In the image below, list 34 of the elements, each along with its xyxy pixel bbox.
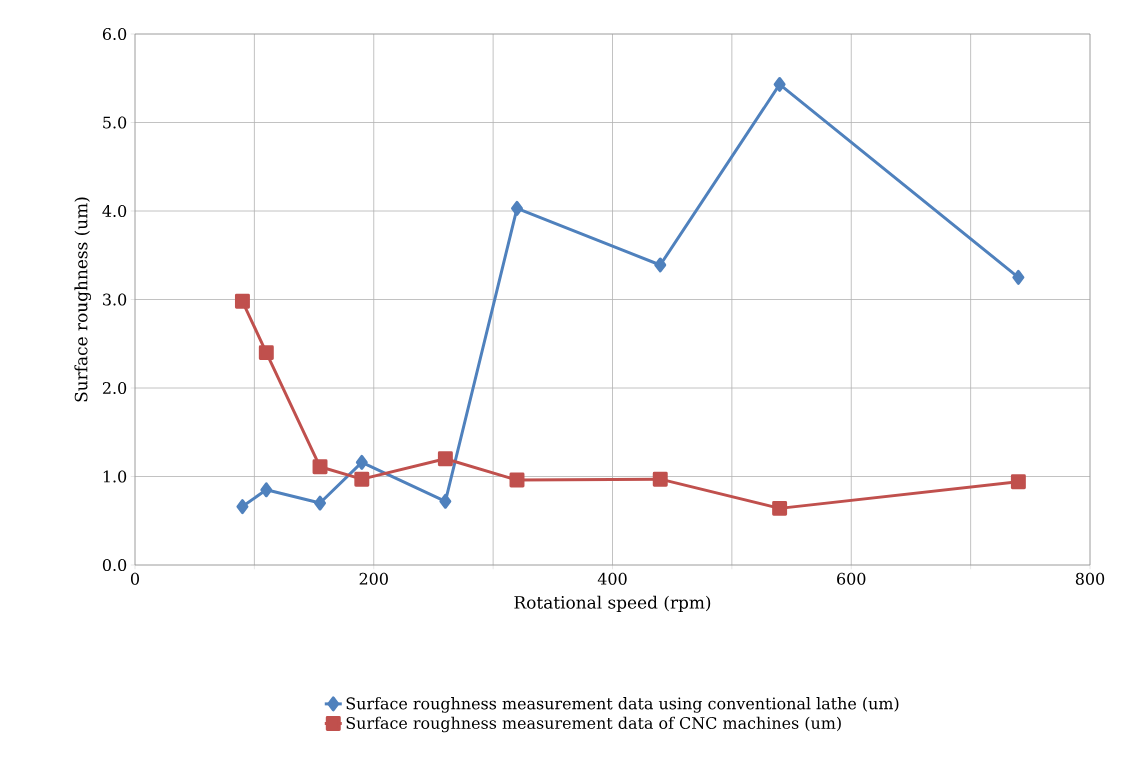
point [258,345,274,361]
point [354,471,370,487]
point [654,257,667,273]
legend-label: Surface roughness measurement data of CNC machines (um) [346,716,841,733]
point [234,293,250,309]
point [236,499,249,515]
y-tick-label: 0.0 [102,558,127,572]
y-tick-label: 4.0 [102,204,127,218]
x-axis-title: Rotational speed (rpm) [514,595,711,613]
y-tick-label: 6.0 [102,27,127,41]
y-tick-label: 3.0 [103,293,127,306]
point [437,451,453,467]
y-axis-title: Surface roughness (um) [74,197,92,402]
point [652,471,668,487]
x-tick-label: 800 [1075,572,1105,585]
legend-label: Surface roughness measurement data using conventional lathe (um) [346,697,899,713]
y-tick-label: 5.0 [103,116,127,129]
point [1012,269,1025,285]
point [509,472,525,488]
point [355,454,368,470]
x-tick-label: 0 [130,572,140,585]
point [439,493,452,509]
point [312,459,328,475]
point [260,482,273,498]
point [1010,474,1026,490]
y-tick-label: 2.0 [102,381,127,395]
point [773,76,786,92]
point [511,200,523,216]
y-tick-label: 1.0 [103,470,127,483]
x-tick-label: 400 [597,572,627,585]
x-tick-label: 600 [837,572,866,585]
x-tick-label: 200 [359,572,388,585]
point [314,495,327,511]
point [772,500,788,516]
